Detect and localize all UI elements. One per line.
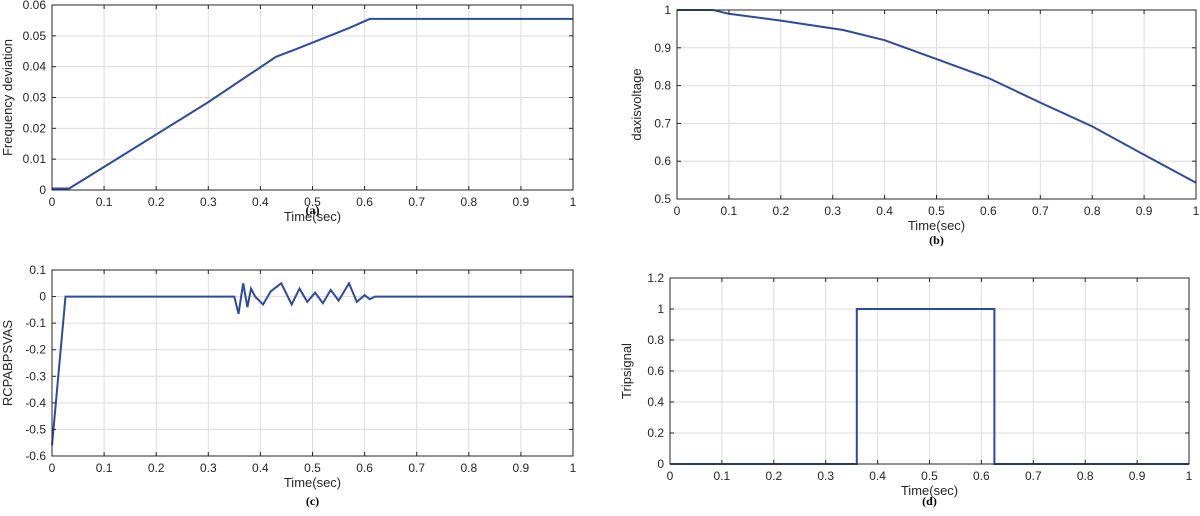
figure-caption: (b) [929,233,944,247]
x-tick-label: 0.7 [1032,204,1049,218]
x-tick-label: 0.3 [200,195,217,209]
y-tick-label: 0 [39,290,46,304]
y-tick-label: 0.1 [29,263,46,277]
x-tick-label: 0.1 [96,195,113,209]
y-tick-label: 0 [39,183,46,197]
x-tick-label: 0.4 [252,461,269,475]
y-tick-label: -0.1 [25,316,46,330]
y-tick-label: 0.8 [647,333,664,347]
x-tick-label: 0 [49,195,56,209]
x-tick-label: 0.2 [148,461,165,475]
y-tick-label: 0.03 [23,91,47,105]
x-axis-label: Time(sec) [284,209,341,224]
y-tick-label: -0.6 [25,449,46,463]
chart-panel-2: 0 0.1 0.2 0.3 0.4 0.5 0.6 0.7 0.8 0.9 1 -0.6 -0.5 -0.… [0,263,577,508]
y-tick-label: 0.8 [654,79,671,93]
y-axis-label: RCPABPSVAS [0,320,15,407]
y-tick-label: 0.2 [647,426,664,440]
figure-caption: (d) [922,494,937,508]
y-tick-label: -0.3 [25,369,46,383]
y-tick-label: 0.9 [654,41,671,55]
y-tick-label: -0.2 [25,343,46,357]
y-tick-label: -0.4 [25,396,46,410]
x-tick-label: 0.1 [721,204,738,218]
x-tick-label: 0.4 [869,469,886,483]
x-tick-label: 0.5 [928,204,945,218]
y-tick-label: 1 [664,3,671,17]
x-tick-label: 0.7 [1025,469,1042,483]
y-tick-label: 1.2 [647,271,664,285]
x-tick-label: 1 [570,195,577,209]
x-tick-label: 0.9 [1136,204,1153,218]
series-line-0 [51,281,573,446]
x-tick-label: 0.5 [921,469,938,483]
x-tick-label: 0.6 [973,469,990,483]
x-tick-label: 0.3 [817,469,834,483]
y-tick-label: 0.6 [647,364,664,378]
x-tick-label: 0.4 [252,195,269,209]
x-tick-label: 0.8 [460,461,477,475]
y-tick-label: 0.02 [23,121,47,135]
x-tick-label: 0.2 [772,204,789,218]
series-line-0 [677,9,1197,184]
figure-caption: (a) [306,203,320,217]
x-tick-label: 1 [1193,204,1200,218]
chart-panel-3: 0 0.1 0.2 0.3 0.4 0.5 0.6 0.7 0.8 0.9 1 0 0.2 0.4 0.6 0… [619,271,1193,508]
y-tick-label: 0.06 [23,0,47,12]
x-tick-label: 0.9 [1129,469,1146,483]
x-tick-label: 0.8 [1084,204,1101,218]
y-tick-label: 1 [657,302,664,316]
y-tick-label: 0.7 [654,116,671,130]
x-tick-label: 1 [570,461,577,475]
chart-panel-0: 0 0.1 0.2 0.3 0.4 0.5 0.6 0.7 0.8 0.9 1 0 0.01 0.02 0.… [0,0,577,224]
x-tick-label: 0.2 [765,469,782,483]
series-line-0 [52,17,573,190]
x-tick-label: 0.5 [304,461,321,475]
y-tick-label: 0.6 [654,154,671,168]
x-tick-label: 0.1 [714,469,731,483]
y-tick-label: -0.5 [25,422,46,436]
x-axis-label: Time(sec) [901,483,958,498]
x-tick-label: 0.8 [1077,469,1094,483]
x-tick-label: 0.3 [200,461,217,475]
y-tick-label: 0.4 [647,395,664,409]
x-tick-label: 0.9 [513,195,530,209]
x-tick-label: 0.7 [408,195,425,209]
x-tick-label: 0 [667,469,674,483]
x-axis-label: Time(sec) [284,475,341,490]
y-tick-label: 0.05 [23,29,47,43]
x-axis-label: Time(sec) [908,218,965,233]
x-tick-label: 0.9 [513,461,530,475]
y-tick-label: 0.5 [654,192,671,206]
y-tick-label: 0 [657,457,664,471]
y-tick-label: 0.04 [23,60,47,74]
chart-panel-1: 0 0.1 0.2 0.3 0.4 0.5 0.6 0.7 0.8 0.9 1 0.5 0.6 0.7 0.… [629,3,1200,247]
y-axis-label: daxisvoltage [629,68,644,140]
x-tick-label: 0.1 [96,461,113,475]
figure-caption: (c) [306,494,319,508]
y-axis-label: Tripsignal [619,343,634,399]
x-tick-label: 1 [1186,469,1193,483]
x-tick-label: 0.6 [980,204,997,218]
x-tick-label: 0.2 [148,195,165,209]
x-tick-label: 0.6 [356,195,373,209]
x-tick-label: 0.5 [304,195,321,209]
x-tick-label: 0.3 [824,204,841,218]
x-tick-label: 0.7 [408,461,425,475]
x-tick-label: 0.8 [460,195,477,209]
x-tick-label: 0 [49,461,56,475]
y-axis-label: Frequency deviation [0,39,15,156]
x-tick-label: 0.6 [356,461,373,475]
x-tick-label: 0 [674,204,681,218]
x-tick-label: 0.4 [876,204,893,218]
y-tick-label: 0.01 [23,152,47,166]
